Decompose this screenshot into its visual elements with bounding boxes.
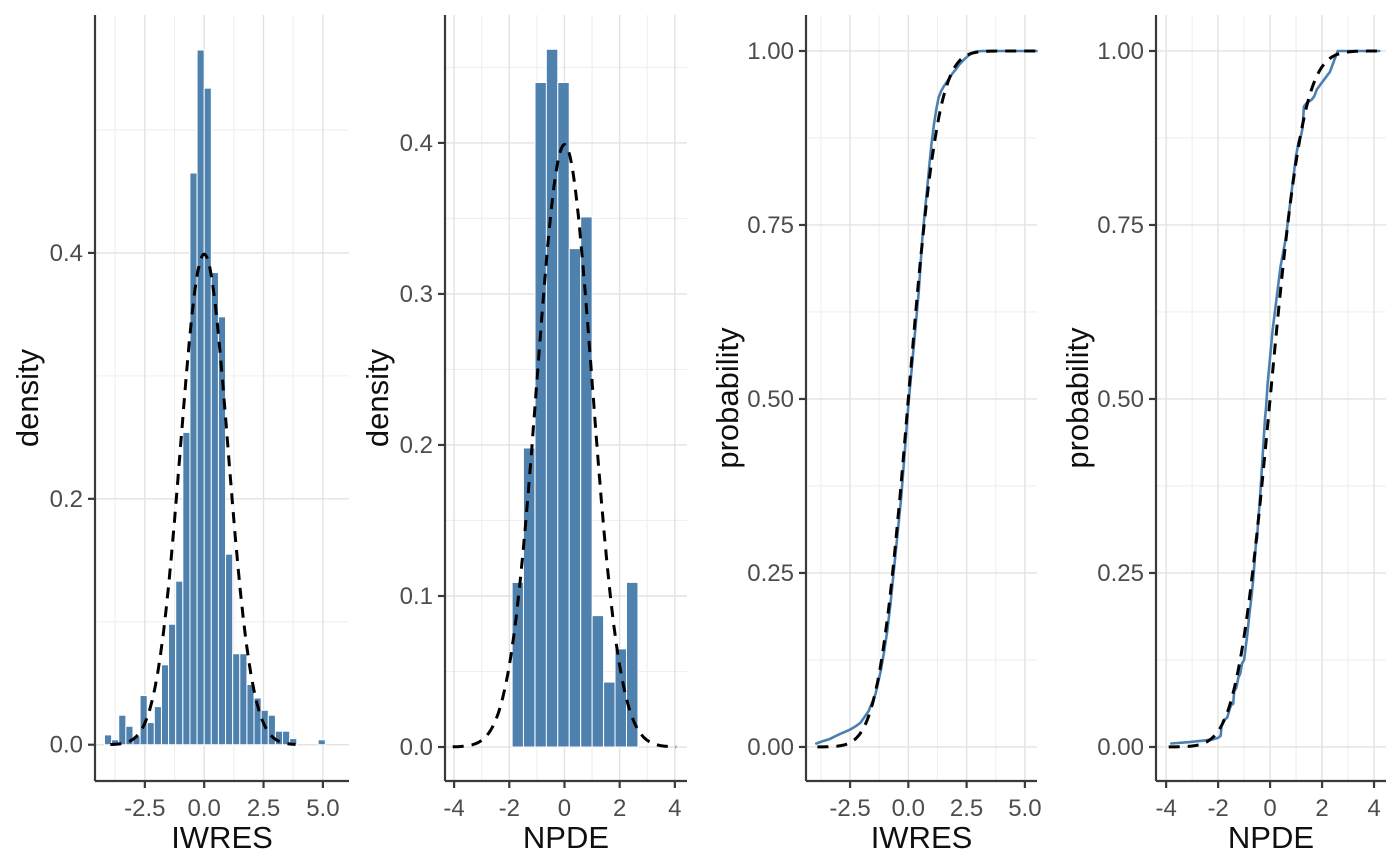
y-tick-label: 0.2 <box>50 486 83 513</box>
histogram-bar <box>317 739 326 746</box>
y-axis-title: probability <box>1060 327 1095 469</box>
y-tick-label: 0.4 <box>50 240 83 267</box>
y-tick-label: 0.00 <box>1097 734 1144 761</box>
y-tick-label: 1.00 <box>1097 38 1144 65</box>
histogram-bar <box>239 653 248 746</box>
panel-npde-cdf: 0.00 0.25 0.50 0.75 1.00 -4 -2 0 2 4 NPDE probabili… <box>1060 15 1386 855</box>
histogram-bar <box>189 172 198 746</box>
x-tick-label: -2 <box>1207 795 1228 822</box>
histogram-bar <box>175 580 184 746</box>
x-tick-label: 2.5 <box>247 795 280 822</box>
histogram-bar <box>203 87 212 746</box>
x-tick-label: -2.5 <box>829 795 870 822</box>
histogram-bar <box>146 722 155 746</box>
y-tick-label: 0.1 <box>400 583 433 610</box>
x-tick-label: -2 <box>499 795 520 822</box>
histogram-bar <box>160 664 170 746</box>
y-tick-label: 0.25 <box>747 560 794 587</box>
x-tick-label: 5.0 <box>1008 795 1041 822</box>
histogram-bar <box>580 216 593 748</box>
y-tick-label: 0.50 <box>747 386 794 413</box>
y-tick-label: 0.75 <box>747 212 794 239</box>
y-tick-label: 0.75 <box>1097 212 1144 239</box>
y-tick-label: 0.2 <box>400 432 433 459</box>
normal-density-curve <box>110 252 296 746</box>
x-tick-label: 5.0 <box>306 795 339 822</box>
empirical-cdf-line <box>815 49 1038 745</box>
x-tick-label: -2.5 <box>124 795 165 822</box>
x-tick-label: 0.0 <box>892 795 925 822</box>
histogram-bar <box>557 82 570 748</box>
histogram-bar <box>168 623 177 746</box>
histogram-bar <box>534 82 547 748</box>
panel-iwres-cdf: 0.00 0.25 0.50 0.75 1.00 -2.5 0.0 2.5 5.0 IWRES pr… <box>710 15 1042 855</box>
histogram-bar <box>591 615 605 748</box>
histogram-bar <box>282 730 291 746</box>
histogram-bar <box>267 714 276 746</box>
panel-iwres-histogram: 0.0 0.2 0.4 -2.5 0.0 2.5 5.0 IWRES density <box>10 15 349 855</box>
y-tick-label: 1.00 <box>747 38 794 65</box>
histogram-bar <box>603 681 616 748</box>
x-tick-label: 4 <box>1367 795 1380 822</box>
x-tick-label: 0.0 <box>188 795 221 822</box>
normal-cdf-curve <box>1168 49 1385 749</box>
y-tick-label: 0.3 <box>400 281 433 308</box>
histogram-bar <box>246 683 255 746</box>
x-axis-title: NPDE <box>1228 820 1314 855</box>
x-tick-label: 2 <box>1315 795 1328 822</box>
histogram-bar <box>568 248 582 748</box>
histogram-bar <box>125 725 134 746</box>
histogram-bar <box>225 553 234 746</box>
x-tick-label: 4 <box>668 795 681 822</box>
histogram-bar <box>232 653 241 746</box>
histogram-bar <box>217 316 227 746</box>
empirical-cdf-line <box>1170 49 1381 745</box>
x-tick-label: 2.5 <box>950 795 983 822</box>
y-axis-title: density <box>360 348 395 447</box>
histogram-bar <box>210 272 219 746</box>
x-tick-label: 0 <box>1263 795 1276 822</box>
x-tick-label: -4 <box>1155 795 1176 822</box>
x-axis-title: IWRES <box>871 820 973 855</box>
histogram-bar <box>153 706 162 746</box>
y-tick-label: 0.50 <box>1097 386 1144 413</box>
histogram-bar <box>196 49 205 746</box>
histogram-bar <box>511 581 525 748</box>
normal-density-curve <box>452 142 677 749</box>
y-tick-label: 0.25 <box>1097 560 1144 587</box>
y-axis-title: density <box>10 348 45 447</box>
panel-npde-histogram: 0.0 0.1 0.2 0.3 0.4 -4 -2 0 2 4 NPDE density <box>360 15 687 855</box>
histogram-bar <box>182 431 191 746</box>
y-axis-title: probability <box>710 327 745 469</box>
histogram-bar <box>118 714 127 746</box>
y-tick-label: 0.00 <box>747 734 794 761</box>
x-tick-label: 0 <box>558 795 571 822</box>
histogram-bar <box>545 48 559 748</box>
x-tick-label: 2 <box>613 795 626 822</box>
histogram-bar <box>626 581 639 748</box>
x-axis-title: IWRES <box>171 820 273 855</box>
x-tick-label: -4 <box>443 795 464 822</box>
y-tick-label: 0.0 <box>400 734 433 761</box>
x-axis-title: NPDE <box>523 820 609 855</box>
y-tick-label: 0.0 <box>50 732 83 759</box>
y-tick-label: 0.4 <box>400 130 433 157</box>
